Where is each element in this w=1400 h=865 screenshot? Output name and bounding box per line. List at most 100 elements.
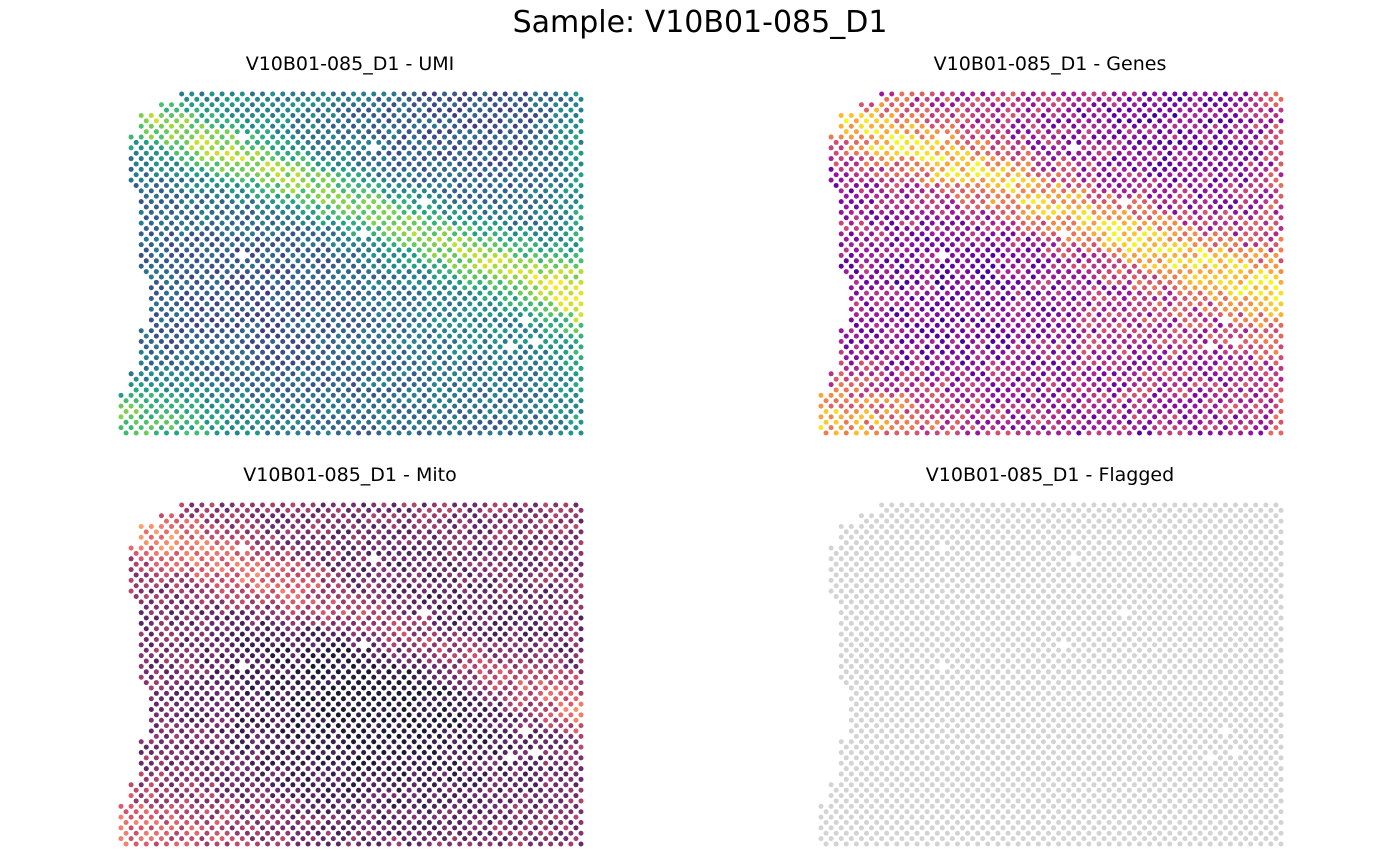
spot-point <box>508 183 513 188</box>
spot-point <box>1228 118 1233 123</box>
spot-point <box>321 361 326 366</box>
spot-point <box>1097 323 1102 328</box>
spot-point <box>199 113 204 118</box>
spot-point <box>1081 307 1086 312</box>
spot-point <box>894 301 899 306</box>
spot-point <box>849 339 854 344</box>
spot-point <box>356 118 361 123</box>
spot-point <box>960 178 965 183</box>
spot-point <box>1036 323 1041 328</box>
spot-point <box>1112 264 1117 269</box>
spot-point <box>331 124 336 129</box>
spot-point <box>553 361 558 366</box>
spot-point <box>331 264 336 269</box>
spot-point <box>884 97 889 102</box>
spot-point <box>209 371 214 376</box>
spot-point <box>336 334 341 339</box>
spot-point <box>1127 280 1132 285</box>
spot-point <box>1177 312 1182 317</box>
spot-point <box>285 291 290 296</box>
spot-point <box>427 129 432 134</box>
spot-point <box>864 334 869 339</box>
spot-point <box>874 161 879 166</box>
spot-point <box>189 285 194 290</box>
spot-point <box>950 285 955 290</box>
spot-point <box>543 231 548 236</box>
spot-point <box>1122 296 1127 301</box>
spot-point <box>1107 151 1112 156</box>
spot-point <box>255 151 260 156</box>
spot-point <box>1263 328 1268 333</box>
spot-point <box>935 151 940 156</box>
spot-point <box>1031 113 1036 118</box>
spot-point <box>376 334 381 339</box>
spot-point <box>1102 199 1107 204</box>
spot-point <box>1122 124 1127 129</box>
spot-point <box>1238 215 1243 220</box>
spot-point <box>1132 328 1137 333</box>
spot-point <box>1233 92 1238 97</box>
spot-point <box>1086 118 1091 123</box>
spot-point <box>447 183 452 188</box>
spot-point <box>255 334 260 339</box>
spot-point <box>955 161 960 166</box>
spot-point <box>240 318 245 323</box>
spot-point <box>1273 274 1278 279</box>
spot-point <box>1268 205 1273 210</box>
spot-point <box>245 237 250 242</box>
spot-point <box>1147 237 1152 242</box>
spot-point <box>533 382 538 387</box>
spot-point <box>1147 258 1152 263</box>
spot-point <box>1167 334 1172 339</box>
spot-point <box>179 350 184 355</box>
spot-point <box>558 366 563 371</box>
spot-point <box>397 226 402 231</box>
spot-point <box>940 307 945 312</box>
spot-point <box>985 248 990 253</box>
spot-point <box>194 194 199 199</box>
spot-point <box>391 350 396 355</box>
spot-point <box>189 156 194 161</box>
spot-point <box>1117 291 1122 296</box>
spot-point <box>275 269 280 274</box>
spot-point <box>859 253 864 258</box>
spot-point <box>1167 312 1172 317</box>
spot-point <box>579 205 584 210</box>
spot-point <box>1208 129 1213 134</box>
spot-point <box>1021 113 1026 118</box>
spot-point <box>366 355 371 360</box>
spot-point <box>351 318 356 323</box>
spot-point <box>174 280 179 285</box>
spot-point <box>351 350 356 355</box>
spot-point <box>553 156 558 161</box>
spot-point <box>336 355 341 360</box>
spot-point <box>1026 118 1031 123</box>
spot-point <box>1273 328 1278 333</box>
spot-point <box>904 151 909 156</box>
spot-point <box>925 118 930 123</box>
spot-point <box>899 328 904 333</box>
spot-point <box>275 280 280 285</box>
spot-point <box>225 344 230 349</box>
spot-point <box>341 113 346 118</box>
spot-point <box>199 167 204 172</box>
spot-point <box>955 248 960 253</box>
spot-point <box>844 355 849 360</box>
spot-point <box>311 361 316 366</box>
spot-point <box>144 226 149 231</box>
spot-point <box>995 269 1000 274</box>
spot-point <box>442 124 447 129</box>
spot-point <box>493 382 498 387</box>
spot-point <box>412 135 417 140</box>
spot-point <box>869 264 874 269</box>
spot-point <box>1036 172 1041 177</box>
spot-point <box>1203 135 1208 140</box>
spot-point <box>356 205 361 210</box>
spot-point <box>189 113 194 118</box>
spot-point <box>925 334 930 339</box>
spot-point <box>1268 248 1273 253</box>
spot-point <box>1162 242 1167 247</box>
spot-point <box>1056 215 1061 220</box>
spot-point <box>1208 205 1213 210</box>
spot-point <box>1000 92 1005 97</box>
